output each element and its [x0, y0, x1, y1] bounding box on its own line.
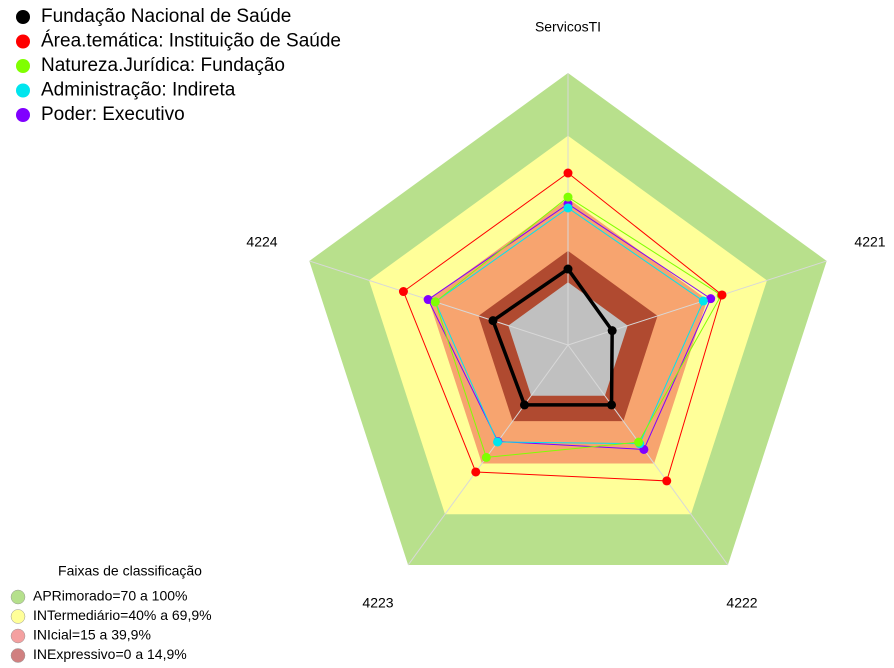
series-point: [519, 400, 529, 410]
legend-marker: [16, 10, 30, 24]
series-point: [662, 476, 672, 486]
legend-marker: [16, 108, 30, 122]
series-point: [471, 467, 481, 477]
series-point: [607, 326, 617, 336]
legend-marker: [16, 83, 30, 98]
band-legend-label: INExpressivo=0 a 14,9%: [33, 646, 187, 662]
series-point: [563, 168, 573, 178]
legend-label: Poder: Executivo: [41, 104, 185, 125]
band-legend-marker: [10, 628, 26, 644]
series-point: [563, 264, 573, 274]
band-legend-label: APRimorado=70 a 100%: [33, 588, 188, 604]
series-point: [717, 290, 727, 300]
legend-label: Administração: Indireta: [41, 80, 236, 101]
axis-label: ServicosTI: [535, 19, 601, 35]
band-legend-title: Faixas de classificação: [58, 563, 202, 579]
axis-label: 4223: [362, 595, 393, 611]
band-legend-marker: [10, 589, 26, 605]
legend-label: Natureza.Jurídica: Fundação: [41, 55, 285, 76]
band-legend-marker: [10, 648, 26, 663]
series-line: [434, 207, 704, 445]
series-point: [398, 287, 408, 297]
legend-label: Área.temática: Instituição de Saúde: [41, 31, 341, 52]
series-line: [402, 172, 723, 482]
series-line: [427, 203, 712, 450]
series-point: [563, 192, 573, 202]
axis-label: 4221: [854, 234, 885, 250]
band-legend-label: INIcial=15 a 39,9%: [33, 627, 151, 643]
series-line: [434, 196, 722, 458]
legend-marker: [16, 59, 30, 73]
series-point: [607, 400, 617, 410]
axis-label: 4222: [726, 595, 757, 611]
series-point: [488, 316, 498, 326]
legend-marker: [16, 34, 30, 49]
series-point: [430, 297, 440, 307]
legend-label: Fundação Nacional de Saúde: [41, 6, 291, 27]
band-legend-marker: [10, 609, 26, 624]
series-line: [490, 266, 614, 407]
band-legend-label: INTermediário=40% a 69,9%: [33, 607, 212, 623]
series-point: [698, 296, 708, 306]
series-point: [634, 437, 644, 447]
series-point: [423, 295, 433, 305]
series-point: [481, 452, 491, 462]
series-point: [706, 294, 716, 304]
series-point: [493, 437, 503, 447]
series-point: [563, 203, 573, 213]
spoke: [567, 344, 729, 566]
axis-label: 4224: [246, 234, 277, 250]
